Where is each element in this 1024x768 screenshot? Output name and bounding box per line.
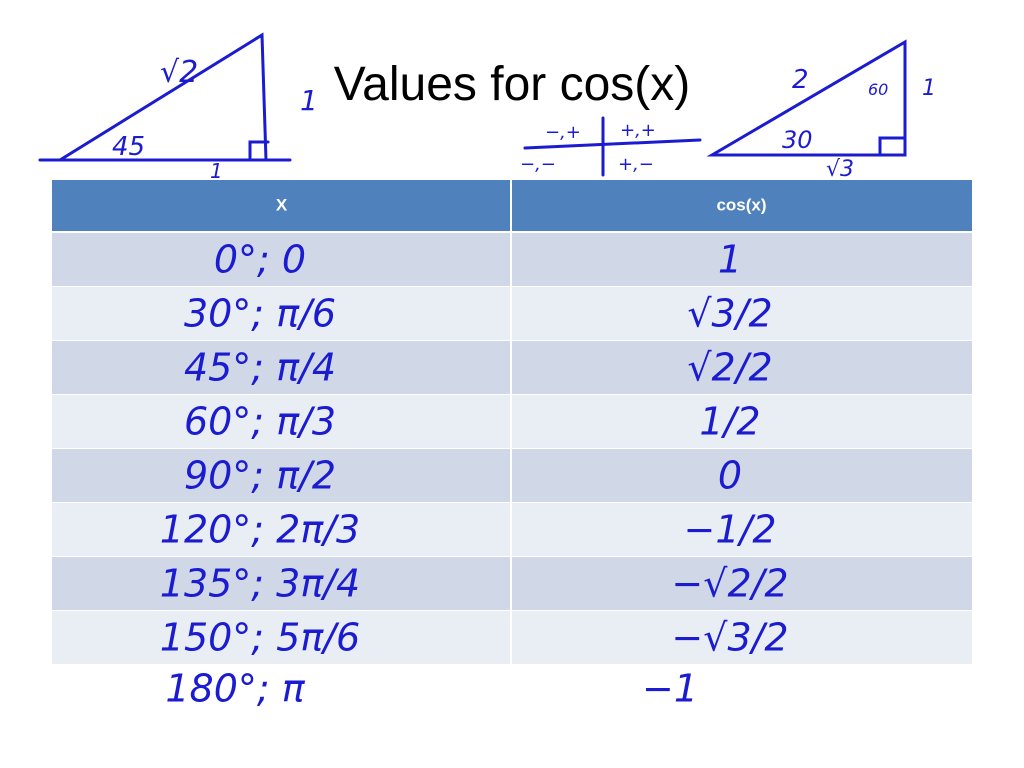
triangle-label: 60: [868, 80, 888, 99]
handwritten-cell: √3/2: [687, 292, 772, 336]
quadrant-axes: [523, 116, 702, 177]
handwritten-cell: 30°; π/6: [184, 292, 336, 336]
handwritten-cell: 1/2: [699, 400, 760, 444]
handwritten-cell: −√3/2: [671, 616, 788, 660]
triangle-label: 1: [300, 84, 318, 117]
handwritten-cell: 150°; 5π/6: [160, 616, 360, 660]
header-cell: cos(x): [716, 195, 766, 214]
quadrant-sign: +,−: [618, 154, 654, 175]
slide-title: Values for cos(x): [334, 58, 691, 111]
handwritten-cell: −1/2: [684, 508, 777, 552]
triangle-label: √2: [160, 55, 198, 90]
triangle-lines: [706, 39, 907, 157]
quadrant-sign: −,+: [545, 122, 581, 143]
handwritten-cell: 1: [718, 238, 742, 282]
handwritten-cell: 60°; π/3: [184, 400, 336, 444]
handwritten-note: −1: [642, 667, 698, 711]
handwritten-cell: 0: [718, 454, 742, 498]
handwritten-cell: 135°; 3π/4: [160, 562, 360, 606]
triangle-lines: [38, 32, 292, 162]
handwritten-cell: √2/2: [687, 346, 772, 390]
handwritten-cell: 90°; π/2: [184, 454, 336, 498]
triangle-label: 30: [782, 126, 813, 154]
triangle-label: 2: [792, 65, 809, 95]
quadrant-sketch: −,+ +,+ −,− +,−: [520, 116, 702, 177]
triangle-label: 1: [922, 76, 936, 101]
handwritten-note: 180°; π: [165, 667, 305, 711]
triangle-label: 45: [112, 132, 145, 162]
triangle-label: 1: [210, 159, 223, 183]
right-triangle: 2 60 1 30 √3: [706, 39, 936, 182]
triangle-label: √3: [826, 157, 854, 182]
header-cell: X: [276, 195, 288, 214]
quadrant-sign: −,−: [520, 154, 556, 175]
handwritten-cell: 120°; 2π/3: [160, 508, 360, 552]
left-triangle: √2 45 1 1: [38, 32, 318, 183]
handwritten-cell: 0°; 0: [214, 238, 306, 282]
handwritten-cell: 45°; π/4: [184, 346, 336, 390]
quadrant-sign: +,+: [620, 120, 656, 141]
handwritten-cell: −√2/2: [671, 562, 788, 606]
